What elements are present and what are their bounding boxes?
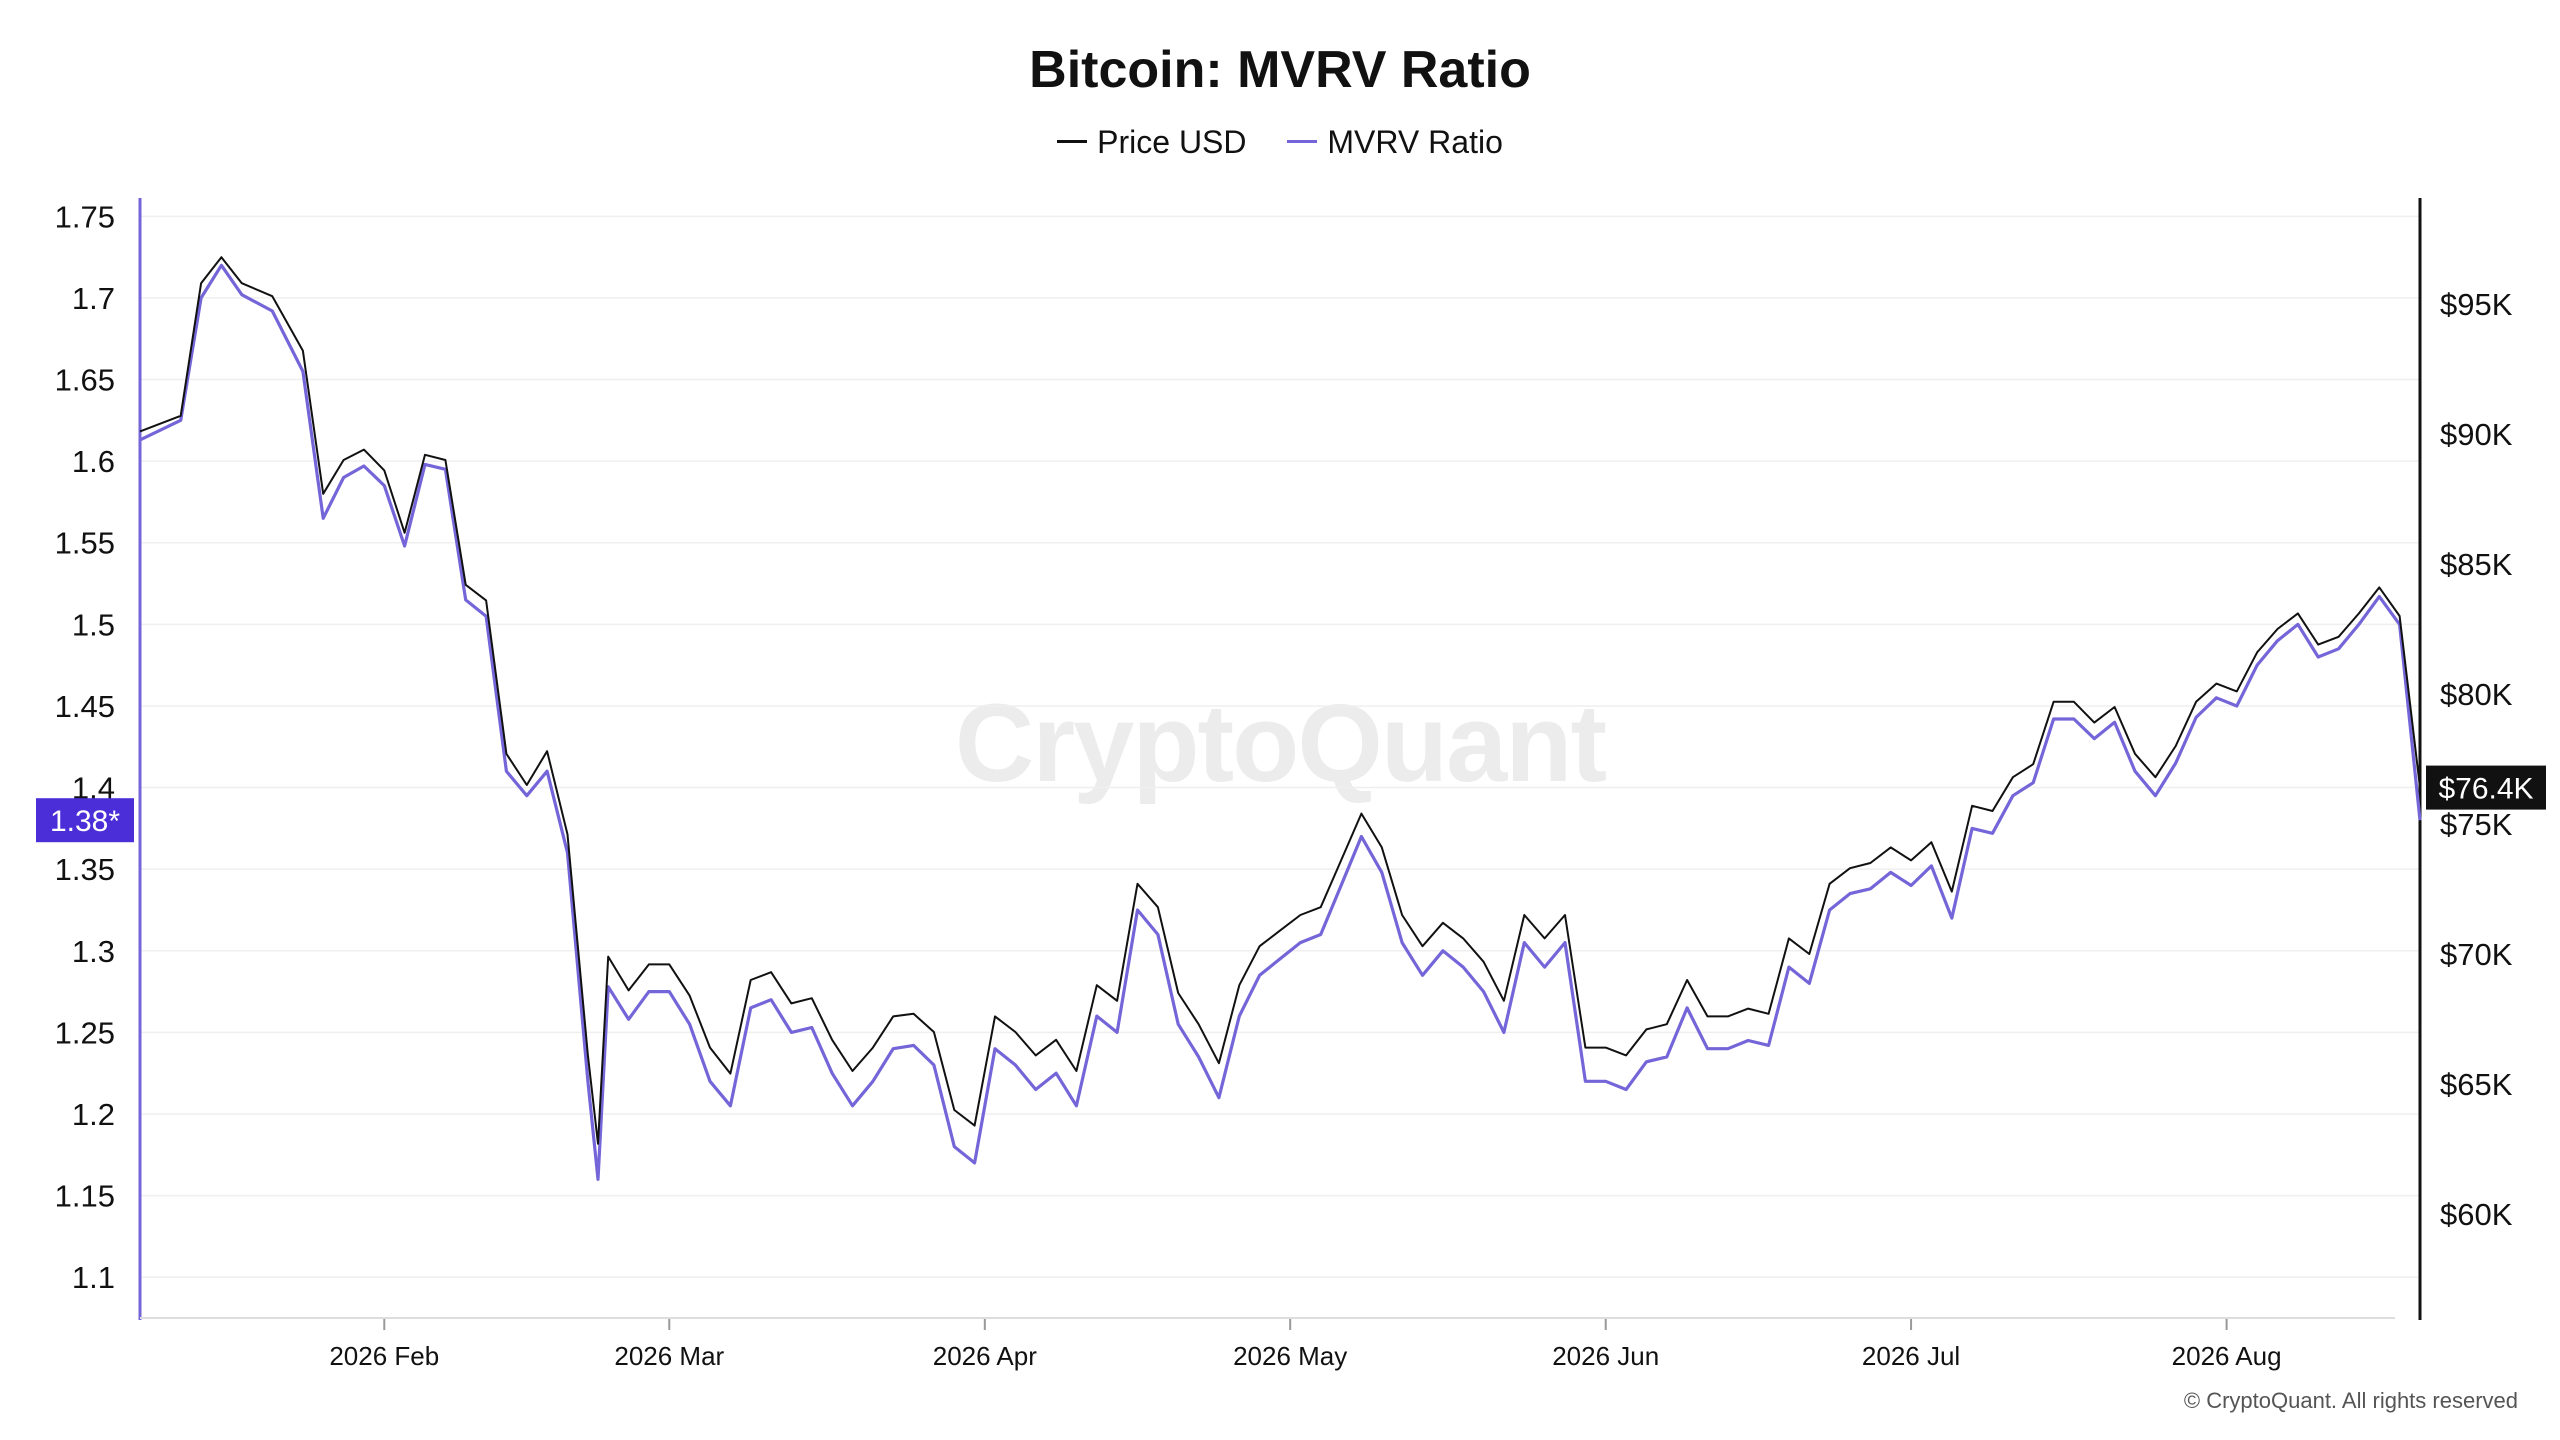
- x-tick-label: 2026 Apr: [933, 1341, 1037, 1371]
- left-tick-label: 1.55: [55, 526, 115, 561]
- left-tick-label: 1.75: [55, 199, 115, 234]
- x-tick-label: 2026 Feb: [329, 1341, 439, 1371]
- right-tick-label: $95K: [2440, 287, 2513, 322]
- left-tick-label: 1.7: [72, 281, 115, 316]
- copyright-text: © CryptoQuant. All rights reserved: [2183, 1388, 2518, 1413]
- x-tick-label: 2026 Jun: [1552, 1341, 1659, 1371]
- right-tick-label: $85K: [2440, 547, 2513, 582]
- right-tick-label: $90K: [2440, 417, 2513, 452]
- right-tick-label: $70K: [2440, 937, 2513, 972]
- left-tick-label: 1.35: [55, 852, 115, 887]
- watermark: CryptoQuant: [954, 682, 1607, 805]
- right-tick-label: $60K: [2440, 1197, 2513, 1232]
- right-tick-label: $80K: [2440, 677, 2513, 712]
- mvrv-line-swatch: [1287, 140, 1318, 144]
- price-series-line: [139, 256, 2421, 1145]
- x-tick-label: 2026 Mar: [614, 1341, 724, 1371]
- mvrv-current-label: 1.38*: [50, 805, 120, 838]
- legend: Price USD MVRV Ratio: [0, 124, 2560, 161]
- left-tick-label: 1.15: [55, 1179, 115, 1214]
- legend-item-price[interactable]: Price USD: [1057, 124, 1247, 161]
- legend-label-price: Price USD: [1097, 124, 1247, 160]
- left-tick-label: 1.6: [72, 444, 115, 479]
- legend-item-mvrv[interactable]: MVRV Ratio: [1287, 124, 1503, 161]
- price-current-label: $76.4K: [2438, 773, 2533, 806]
- left-tick-label: 1.3: [72, 934, 115, 969]
- left-tick-label: 1.65: [55, 363, 115, 398]
- left-tick-label: 1.5: [72, 607, 115, 642]
- right-tick-label: $65K: [2440, 1067, 2513, 1102]
- mvrv-current-badge: [36, 798, 134, 843]
- left-tick-label: 1.25: [55, 1015, 115, 1050]
- left-tick-label: 1.2: [72, 1097, 115, 1132]
- price-line-swatch: [1057, 140, 1088, 144]
- left-tick-label: 1.45: [55, 689, 115, 724]
- x-tick-label: 2026 Aug: [2172, 1341, 2282, 1371]
- chart-title: Bitcoin: MVRV Ratio: [1029, 41, 1531, 99]
- legend-label-mvrv: MVRV Ratio: [1327, 124, 1503, 160]
- left-tick-label: 1.1: [72, 1260, 115, 1295]
- x-tick-label: 2026 May: [1233, 1341, 1347, 1371]
- x-tick-label: 2026 Jul: [1862, 1341, 1960, 1371]
- mvrv-series-line: [139, 263, 2422, 1181]
- price-current-badge: [2426, 765, 2546, 810]
- right-tick-label: $75K: [2440, 807, 2513, 842]
